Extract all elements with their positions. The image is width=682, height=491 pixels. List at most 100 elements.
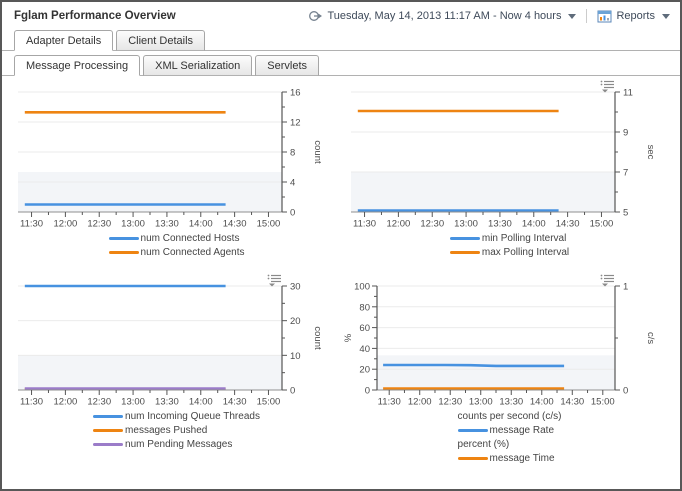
- svg-text:11:30: 11:30: [378, 397, 401, 408]
- svg-text:12:30: 12:30: [87, 219, 111, 230]
- legend-item-num-pending-messages[interactable]: num Pending Messages: [93, 437, 260, 451]
- time-range-label: Tuesday, May 14, 2013 11:17 AM - Now 4 h…: [327, 10, 562, 22]
- svg-text:13:00: 13:00: [121, 397, 145, 408]
- tab-adapter-details[interactable]: Adapter Details: [14, 30, 114, 51]
- svg-text:30: 30: [290, 282, 301, 293]
- svg-text:13:00: 13:00: [121, 219, 145, 230]
- plot-band: [377, 355, 615, 390]
- svg-text:80: 80: [359, 302, 370, 313]
- legend-unit-label: percent (%): [458, 437, 562, 451]
- tab-bar-level1: Adapter Details Client Details: [2, 26, 680, 51]
- y-axis-title: c/s: [645, 332, 656, 344]
- legend-label: num Incoming Queue Threads: [125, 410, 260, 422]
- subtab-xml-serialization[interactable]: XML Serialization: [143, 55, 253, 76]
- svg-text:13:30: 13:30: [499, 397, 523, 408]
- reports-icon: [597, 10, 612, 22]
- svg-text:11:30: 11:30: [353, 219, 376, 230]
- chevron-down-icon: [662, 13, 670, 19]
- svg-text:0: 0: [365, 386, 370, 397]
- legend-swatch: [457, 456, 488, 460]
- legend-label: percent (%): [457, 438, 510, 450]
- legend-item-max-polling-interval[interactable]: max Polling Interval: [449, 245, 569, 259]
- chart-options-icon[interactable]: [267, 274, 281, 287]
- chart-legend: num Connected Hosts num Connected Agents: [108, 231, 245, 259]
- y-axis-title: count: [312, 140, 323, 164]
- svg-text:12:00: 12:00: [408, 397, 432, 408]
- legend-swatch: [108, 236, 139, 240]
- svg-text:10: 10: [290, 351, 301, 362]
- svg-text:11:30: 11:30: [20, 397, 43, 408]
- y-axis-title: sec: [645, 145, 656, 160]
- svg-text:20: 20: [290, 316, 301, 327]
- time-range-icon: [309, 11, 323, 21]
- legend-item-min-polling-interval[interactable]: min Polling Interval: [449, 231, 569, 245]
- svg-text:100: 100: [354, 282, 370, 293]
- series-line-message-rate: [383, 363, 565, 368]
- chart-queue-messages: 11:30 12:00 12:30 13:00 13:30 14:00 14:30 15:00…: [10, 274, 343, 468]
- svg-text:1: 1: [623, 282, 628, 293]
- chart-legend: min Polling Interval max Polling Interval: [449, 231, 569, 259]
- svg-text:15:00: 15:00: [257, 397, 281, 408]
- tab-client-details[interactable]: Client Details: [116, 30, 206, 51]
- chart-connected-hosts-agents: 11:30 12:00 12:30 13:00 13:30 14:00 14:30 15:00…: [10, 80, 343, 262]
- svg-text:11: 11: [623, 88, 633, 99]
- svg-text:13:30: 13:30: [155, 219, 179, 230]
- legend-label: message Rate: [489, 424, 555, 436]
- chart-polling-interval: 11:30 12:00 12:30 13:00 13:30 14:00 14:30 15:00…: [343, 80, 676, 262]
- svg-text:8: 8: [290, 148, 295, 159]
- svg-text:7: 7: [623, 168, 628, 179]
- legend-swatch: [449, 250, 480, 254]
- svg-text:5: 5: [623, 208, 628, 219]
- y-axis-title: %: [343, 333, 354, 342]
- header-separator: [586, 9, 588, 23]
- subtab-message-processing[interactable]: Message Processing: [14, 55, 141, 76]
- reports-menu[interactable]: Reports: [597, 10, 670, 23]
- legend-swatch: [93, 414, 124, 418]
- svg-text:14:00: 14:00: [530, 397, 554, 408]
- svg-text:12:00: 12:00: [53, 219, 77, 230]
- legend-label: num Pending Messages: [125, 438, 233, 450]
- plot-band: [18, 355, 282, 390]
- chart-canvas-polling-interval: 11:30 12:00 12:30 13:00 13:30 14:00 14:30 15:00…: [351, 80, 656, 230]
- legend-item-message-rate[interactable]: message Rate: [457, 423, 562, 437]
- svg-text:12:30: 12:30: [420, 219, 444, 230]
- svg-text:14:00: 14:00: [189, 219, 213, 230]
- subtab-servlets[interactable]: Servlets: [255, 55, 320, 76]
- svg-text:14:30: 14:30: [223, 397, 247, 408]
- svg-text:40: 40: [359, 344, 370, 355]
- svg-text:0: 0: [290, 208, 295, 219]
- legend-item-num-connected-hosts[interactable]: num Connected Hosts: [108, 231, 245, 245]
- svg-text:12:00: 12:00: [386, 219, 410, 230]
- chart-options-icon[interactable]: [600, 80, 614, 93]
- chart-canvas-connected-hosts-agents: 11:30 12:00 12:30 13:00 13:30 14:00 14:30 15:00…: [18, 88, 323, 230]
- legend-unit-label: counts per second (c/s): [458, 409, 562, 423]
- chart-options-icon[interactable]: [600, 274, 614, 287]
- svg-text:12:30: 12:30: [438, 397, 462, 408]
- time-range-selector[interactable]: Tuesday, May 14, 2013 11:17 AM - Now 4 h…: [308, 9, 577, 23]
- svg-text:0: 0: [623, 386, 628, 397]
- svg-text:15:00: 15:00: [257, 219, 281, 230]
- chart-canvas-message-rate-time: 11:30 12:00 12:30 13:00 13:30 14:00 14:30 15:00…: [343, 274, 656, 408]
- legend-item-num-connected-agents[interactable]: num Connected Agents: [108, 245, 244, 259]
- svg-text:4: 4: [290, 178, 295, 189]
- legend-swatch: [93, 428, 124, 432]
- legend-item-messages-pushed[interactable]: messages Pushed: [93, 423, 260, 437]
- page-title: Fglam Performance Overview: [14, 10, 176, 22]
- chevron-down-icon: [568, 13, 577, 19]
- svg-text:14:30: 14:30: [556, 219, 580, 230]
- legend-label: message Time: [489, 452, 555, 464]
- y-axis-title: count: [312, 326, 323, 350]
- svg-text:13:00: 13:00: [469, 397, 493, 408]
- legend-item-message-time[interactable]: message Time: [457, 451, 562, 465]
- chart-canvas-queue-messages: 11:30 12:00 12:30 13:00 13:30 14:00 14:30 15:00…: [18, 274, 323, 408]
- svg-text:13:00: 13:00: [454, 219, 478, 230]
- charts-grid: 11:30 12:00 12:30 13:00 13:30 14:00 14:30 15:00…: [2, 76, 680, 468]
- legend-label: counts per second (c/s): [457, 410, 562, 422]
- svg-text:0: 0: [290, 386, 295, 397]
- legend-item-num-incoming-queue-threads[interactable]: num Incoming Queue Threads: [93, 409, 260, 423]
- svg-text:14:30: 14:30: [560, 397, 584, 408]
- header-bar: Fglam Performance Overview Tuesday, May …: [2, 2, 680, 26]
- svg-text:13:30: 13:30: [488, 219, 512, 230]
- svg-text:15:00: 15:00: [591, 397, 615, 408]
